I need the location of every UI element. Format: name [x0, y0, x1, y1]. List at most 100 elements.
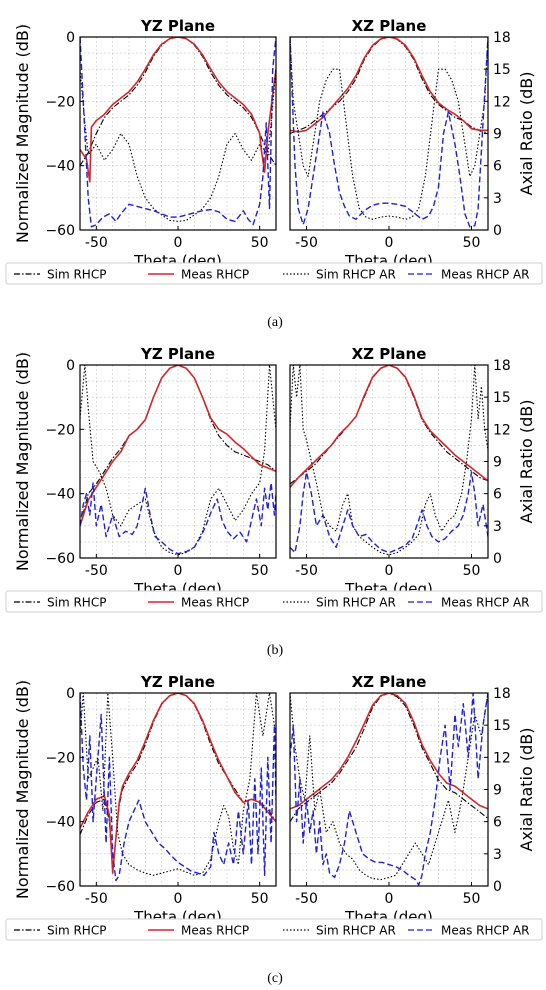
legend-box [5, 262, 543, 285]
legend-label: Meas RHCP [181, 924, 249, 938]
legend-label: Sim RHCP AR [316, 596, 396, 610]
x-tick-label: -50 [85, 563, 108, 579]
y2-tick-label: 0 [493, 551, 502, 567]
series-line-meas-rhcp [290, 37, 488, 133]
y-tick-label: −20 [45, 422, 75, 438]
y2-tick-label: 15 [493, 62, 511, 78]
y-tick-label: 0 [66, 358, 75, 374]
y-tick-label: −40 [45, 815, 75, 831]
series-line-meas-rhcp-ar [80, 693, 276, 882]
legend-label: Meas RHCP AR [441, 268, 530, 282]
y2-tick-label: 15 [493, 390, 511, 406]
grid [80, 365, 276, 558]
y2-axis-label: Axial Ratio (dB) [517, 72, 536, 196]
y2-tick-label: 12 [493, 750, 511, 766]
series-group [290, 693, 488, 886]
series-line-sim-rhcp-ar [290, 693, 488, 881]
y-tick-label: −60 [45, 879, 75, 895]
y2-tick-label: 6 [493, 815, 502, 831]
legend-label: Meas RHCP [181, 268, 249, 282]
y2-tick-label: 12 [493, 94, 511, 110]
series-line-sim-rhcp-ar [80, 69, 276, 222]
chart-title: YZ Plane [140, 673, 215, 691]
x-tick-label: 0 [174, 235, 183, 251]
series-line-sim-rhcp [290, 365, 488, 485]
legend-label: Sim RHCP [47, 268, 106, 282]
y2-axis-label: Axial Ratio (dB) [517, 400, 536, 524]
y-axis-label: Normalized Magnitude (dB) [13, 24, 32, 243]
x-tick-label: 0 [385, 563, 394, 579]
y2-tick-label: 15 [493, 718, 511, 734]
y-tick-label: −60 [45, 223, 75, 239]
legend-box [5, 590, 543, 613]
legend-label: Sim RHCP AR [316, 924, 396, 938]
legend-label: Sim RHCP [47, 924, 106, 938]
y2-tick-label: 18 [493, 30, 511, 46]
y2-tick-label: 9 [493, 127, 502, 143]
series-line-sim-rhcp-ar [290, 37, 488, 220]
y2-tick-label: 12 [493, 422, 511, 438]
series-line-sim-rhcp-ar [80, 693, 276, 876]
y-axis-label: Normalized Magnitude (dB) [13, 352, 32, 571]
y-tick-label: −20 [45, 94, 75, 110]
y2-tick-label: 6 [493, 159, 502, 175]
subfigure-caption: (a) [267, 315, 283, 330]
series-line-meas-rhcp-ar [290, 471, 488, 554]
series-line-meas-rhcp [80, 37, 276, 183]
y-tick-label: −40 [45, 487, 75, 503]
x-tick-label: 0 [385, 235, 394, 251]
series-line-sim-rhcp [290, 693, 488, 822]
x-tick-label: 50 [463, 235, 481, 251]
legend-label: Meas RHCP [181, 596, 249, 610]
y-tick-label: 0 [66, 686, 75, 702]
legend-label: Meas RHCP AR [441, 924, 530, 938]
y-axis-label: Normalized Magnitude (dB) [13, 680, 32, 899]
series-group [80, 37, 276, 228]
x-tick-label: 50 [251, 235, 269, 251]
y2-tick-label: 9 [493, 783, 502, 799]
chart-title: XZ Plane [352, 673, 427, 691]
y2-tick-label: 9 [493, 455, 502, 471]
legend-label: Meas RHCP AR [441, 596, 530, 610]
x-tick-label: -50 [295, 563, 318, 579]
x-tick-label: 50 [463, 891, 481, 907]
y2-tick-label: 0 [493, 879, 502, 895]
series-line-meas-rhcp [290, 365, 488, 488]
y-tick-label: −20 [45, 750, 75, 766]
series-line-sim-rhcp [80, 37, 276, 166]
grid [290, 365, 488, 558]
x-tick-label: 0 [174, 563, 183, 579]
y2-tick-label: 18 [493, 686, 511, 702]
subfigure-caption: (c) [267, 971, 283, 986]
y2-axis-label: Axial Ratio (dB) [517, 728, 536, 852]
x-tick-label: 0 [174, 891, 183, 907]
x-tick-label: 50 [251, 563, 269, 579]
series-group [80, 693, 276, 882]
series-group [290, 365, 488, 556]
legend-box [5, 918, 543, 941]
x-tick-label: 50 [251, 891, 269, 907]
x-tick-label: -50 [85, 891, 108, 907]
series-line-meas-rhcp-ar [80, 482, 276, 555]
y-tick-label: −40 [45, 159, 75, 175]
legend: Sim RHCP Meas RHCP Sim RHCP AR Meas RHCP AR [5, 262, 543, 285]
series-line-meas-rhcp-ar [80, 37, 276, 228]
series-group [290, 37, 488, 228]
legend-label: Sim RHCP AR [316, 268, 396, 282]
y2-tick-label: 3 [493, 191, 502, 207]
legends-root: Sim RHCP Meas RHCP Sim RHCP AR Meas RHCP AR… [5, 262, 543, 941]
chart-title: XZ Plane [352, 345, 427, 363]
captions-root: (a) (b) (c) [267, 315, 284, 986]
series-group [80, 365, 276, 556]
series-line-meas-rhcp [80, 693, 276, 874]
grid [80, 37, 276, 230]
legend: Sim RHCP Meas RHCP Sim RHCP AR Meas RHCP AR [5, 918, 543, 941]
